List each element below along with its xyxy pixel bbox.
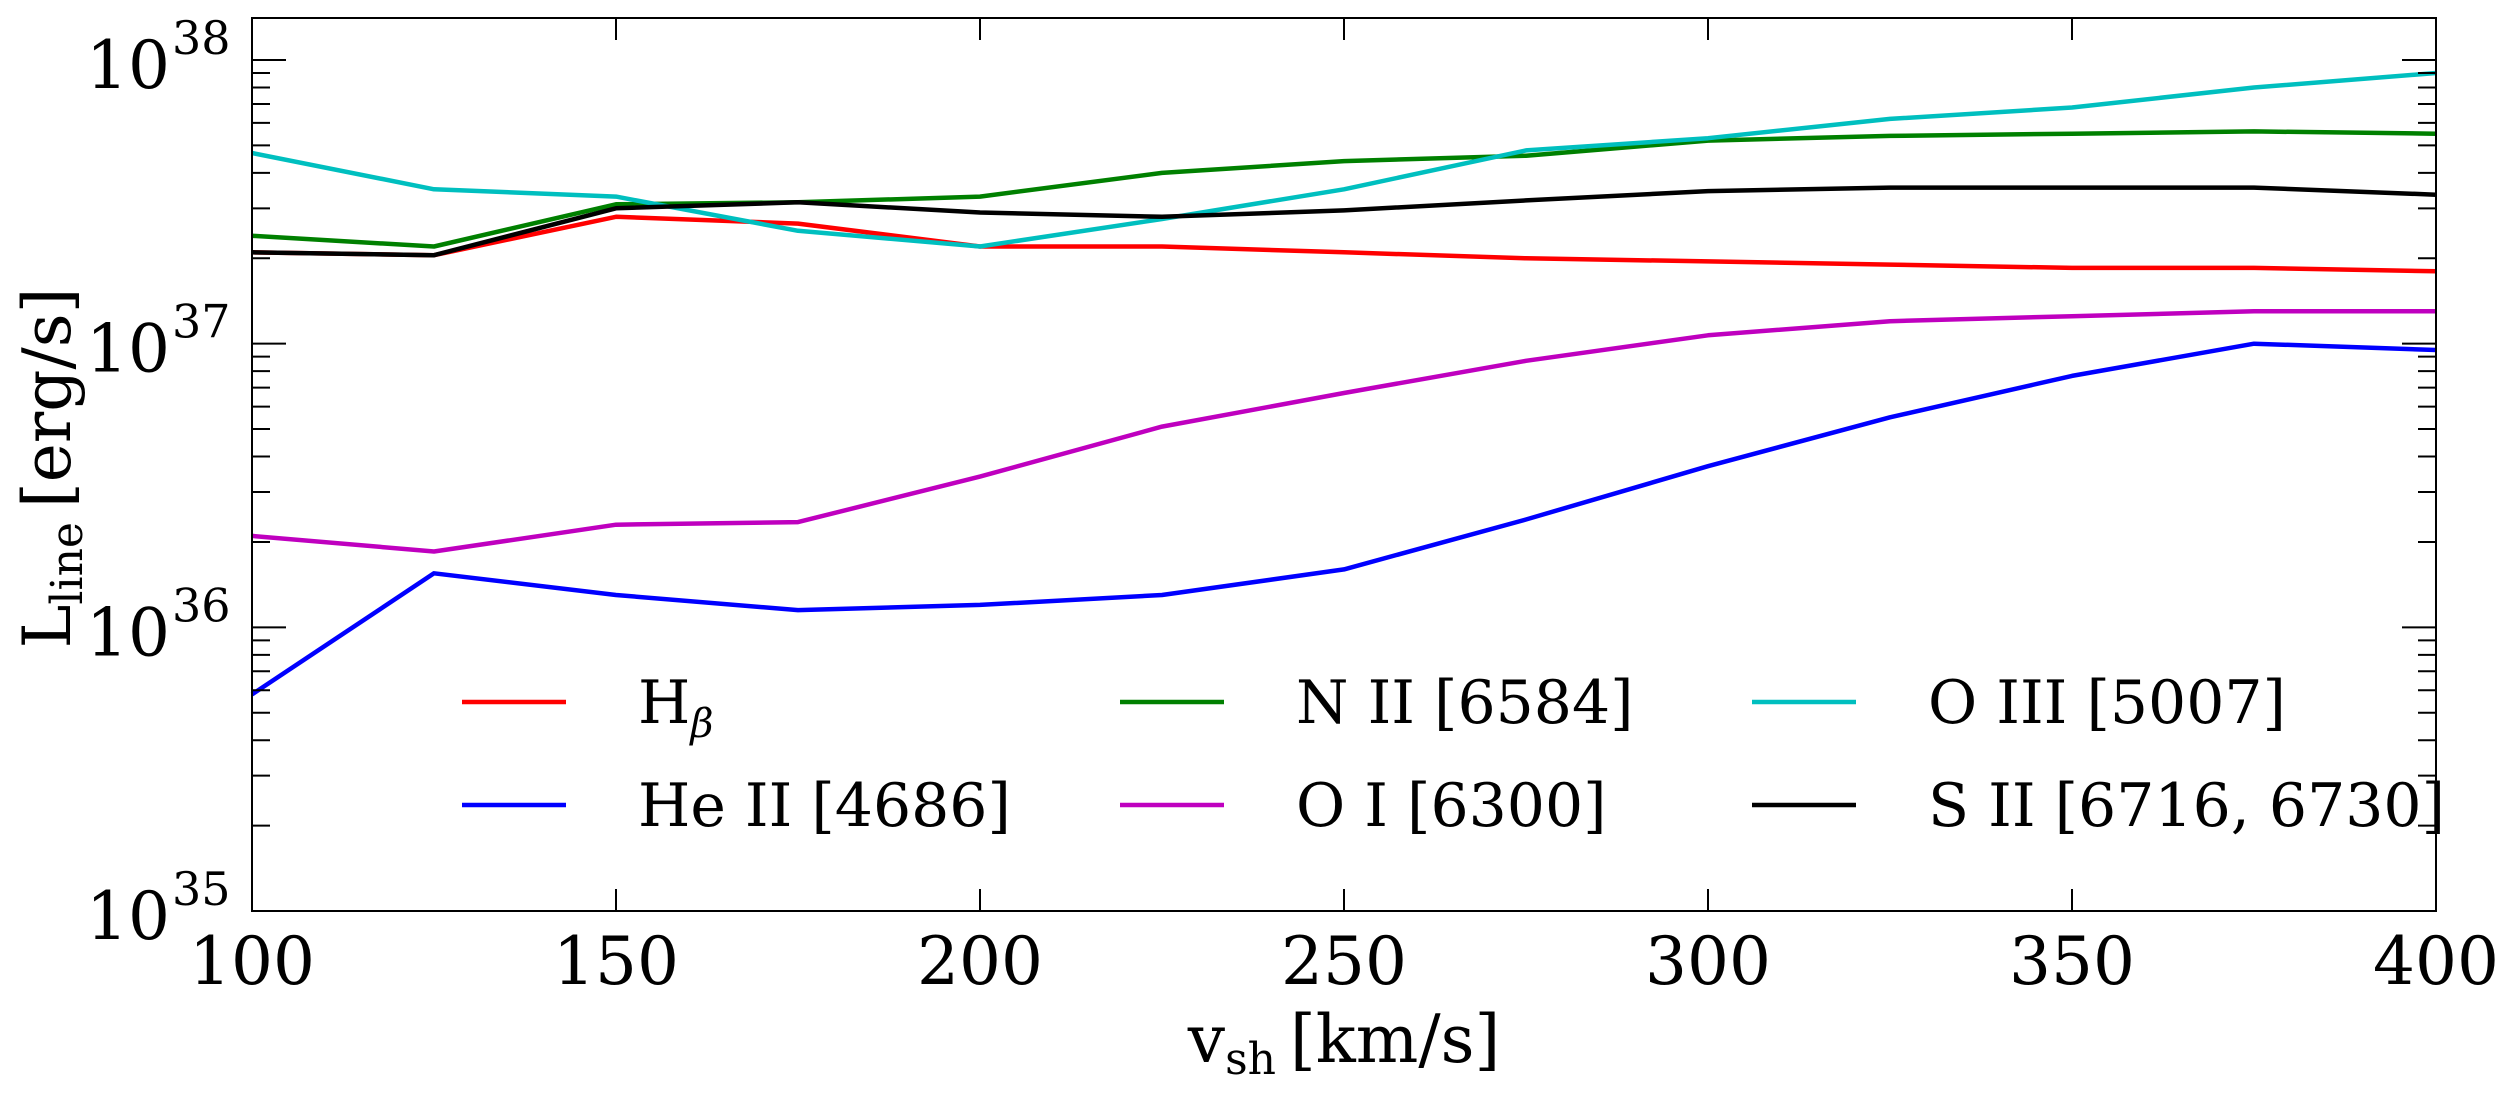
y-tick-label-exponent-0: 35 bbox=[172, 862, 231, 916]
legend-label-text-0: H bbox=[638, 668, 690, 738]
series-line-3 bbox=[251, 309, 2436, 554]
x-tick-label-6: 400 bbox=[2373, 923, 2499, 1000]
x-tick-label-3: 250 bbox=[1281, 923, 1407, 1000]
x-tick-label-2: 200 bbox=[917, 923, 1043, 1000]
y-tick-label-base-3: 10 bbox=[86, 27, 170, 104]
y-axis-label: Lline [erg/s] bbox=[9, 288, 93, 649]
y-tick-label-base-0: 10 bbox=[86, 878, 170, 955]
plot-frame bbox=[251, 17, 2437, 912]
legend-label-subscript-0: β bbox=[688, 701, 713, 747]
plot-area bbox=[250, 17, 2437, 912]
legend-label-3: O I [6300] bbox=[1296, 771, 1607, 841]
series-line-0 bbox=[251, 214, 2437, 274]
legend-label-text-1: He II [4686] bbox=[638, 771, 1011, 841]
legend-label-text-5: S II [6716, 6730] bbox=[1928, 771, 2445, 841]
legend-label-text-3: O I [6300] bbox=[1296, 771, 1607, 841]
legend: Hβ He II [4686] N II [6584] O I [6300] O III… bbox=[462, 668, 2445, 841]
x-tick-label-5: 350 bbox=[2009, 923, 2135, 1000]
y-tick-label-exponent-1: 36 bbox=[172, 578, 231, 632]
legend-label-0: Hβ bbox=[638, 668, 713, 747]
ticks-layer bbox=[251, 18, 2437, 912]
y-tick-label-base-2: 10 bbox=[86, 311, 170, 388]
legend-label-text-2: N II [6584] bbox=[1296, 668, 1634, 738]
x-tick-label-1: 150 bbox=[553, 923, 679, 1000]
y-tick-label-exponent-2: 37 bbox=[172, 295, 231, 349]
y-axis-label-subscript: line bbox=[42, 522, 93, 605]
y-tick-label-exponent-3: 38 bbox=[172, 11, 231, 65]
x-axis-label-subscript: sh bbox=[1225, 1034, 1276, 1085]
series-line-1 bbox=[250, 341, 2437, 697]
legend-label-1: He II [4686] bbox=[638, 771, 1011, 841]
x-tick-label-4: 300 bbox=[1645, 923, 1771, 1000]
series-line-2 bbox=[251, 129, 2437, 249]
y-axis-label-symbol: L bbox=[9, 605, 86, 649]
y-axis-label-units: [erg/s] bbox=[9, 288, 86, 508]
legend-label-text-4: O III [5007] bbox=[1928, 668, 2286, 738]
y-tick-label-base-1: 10 bbox=[86, 594, 170, 671]
x-axis-label-symbol: v bbox=[1187, 1001, 1226, 1078]
legend-label-5: S II [6716, 6730] bbox=[1928, 771, 2445, 841]
x-axis-label-units: [km/s] bbox=[1290, 1001, 1500, 1078]
x-axis-label: vsh [km/s] bbox=[1187, 1001, 1500, 1085]
legend-label-2: N II [6584] bbox=[1296, 668, 1634, 738]
x-tick-label-0: 100 bbox=[189, 923, 315, 1000]
series-line-5 bbox=[251, 185, 2437, 258]
series-line-4 bbox=[251, 70, 2437, 249]
series-layer bbox=[250, 70, 2437, 697]
legend-label-4: O III [5007] bbox=[1928, 668, 2286, 738]
